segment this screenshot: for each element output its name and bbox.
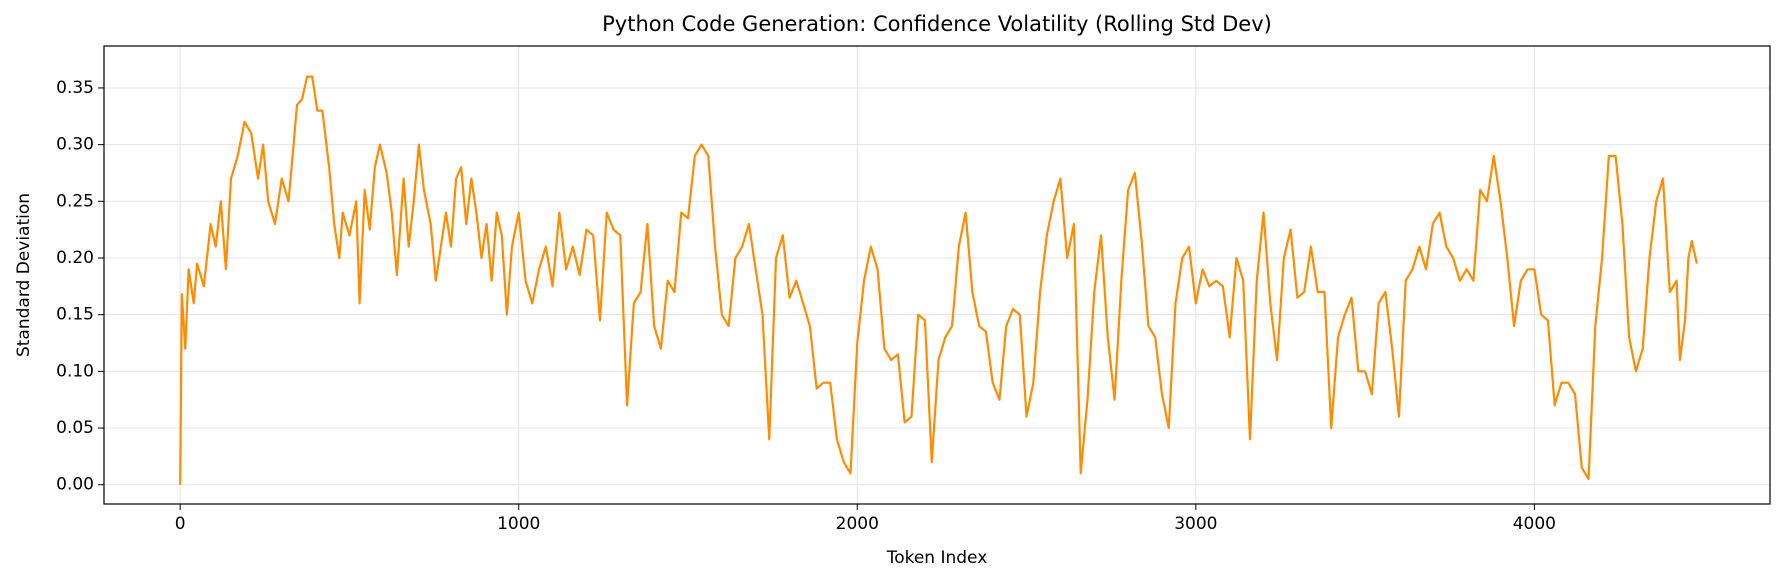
y-tick-label: 0.20 (56, 248, 94, 268)
x-tick-label: 0 (175, 514, 186, 534)
x-tick-label: 1000 (497, 514, 540, 534)
x-tick-label: 3000 (1174, 514, 1217, 534)
x-axis-label: Token Index (886, 548, 988, 568)
x-tick-label: 4000 (1513, 514, 1556, 534)
y-tick-label: 0.05 (56, 418, 94, 438)
y-tick-label: 0.15 (56, 305, 94, 325)
y-tick-label: 0.30 (56, 135, 94, 155)
y-tick-label: 0.35 (56, 78, 94, 98)
plot-frame (103, 45, 1771, 505)
x-tick-label: 2000 (836, 514, 879, 534)
y-tick-label: 0.10 (56, 361, 94, 381)
y-axis-label: Standard Deviation (14, 193, 34, 357)
chart-title: Python Code Generation: Confidence Volat… (602, 12, 1272, 36)
y-tick-label: 0.00 (56, 475, 94, 495)
data-line (179, 75, 1698, 485)
y-tick-label: 0.25 (56, 191, 94, 211)
